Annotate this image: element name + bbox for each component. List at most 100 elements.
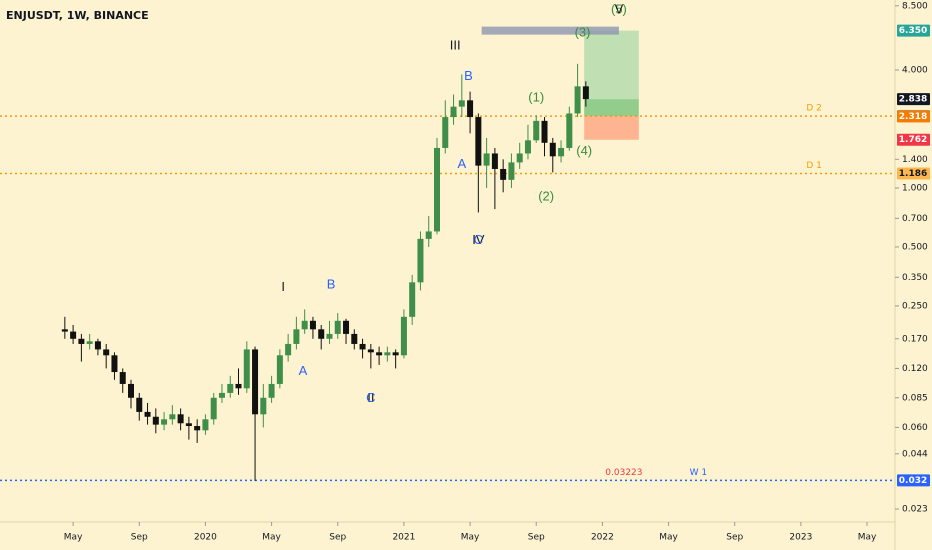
candle-body: [500, 168, 507, 180]
candle-body: [508, 162, 515, 180]
candle-body: [467, 100, 474, 118]
level-label: D 2: [806, 104, 822, 114]
candle-body: [549, 142, 556, 157]
y-tick-label: 0.085: [902, 393, 928, 403]
y-tick-label: 1.000: [902, 183, 928, 193]
candle-body: [86, 341, 93, 344]
candle-body: [475, 117, 482, 166]
x-tick-label: 2023: [789, 533, 812, 543]
candle-body: [334, 320, 341, 334]
chart-title: ENJUSDT, 1W, BINANCE: [6, 9, 149, 22]
candle-body: [210, 397, 217, 420]
price-badge-label: 0.032: [899, 476, 927, 486]
candle-body: [582, 86, 589, 100]
candle-body: [409, 282, 416, 317]
candle-body: [161, 419, 168, 425]
candle-body: [202, 419, 209, 431]
wave-label: (5): [611, 1, 627, 16]
candle-body: [136, 397, 143, 412]
y-tick-label: 8.500: [902, 1, 928, 11]
candle-body: [268, 383, 275, 398]
candle-body: [376, 352, 383, 356]
wave-label: (4): [576, 143, 592, 158]
profit-zone: [584, 99, 639, 117]
candle-body: [392, 352, 399, 356]
candle-body: [78, 338, 85, 344]
candle-body: [127, 383, 134, 398]
price-badge: [897, 167, 930, 180]
candle-body: [450, 106, 457, 118]
candle-body: [343, 320, 350, 334]
candle-body: [541, 120, 548, 143]
wave-label: A: [299, 363, 308, 378]
candle-body: [458, 100, 465, 107]
candle-body: [235, 383, 242, 389]
candle-body: [276, 355, 283, 384]
candle-body: [152, 416, 159, 425]
y-tick-label: 0.250: [902, 301, 928, 311]
y-tick-label: 0.044: [902, 449, 928, 459]
x-tick-label: May: [64, 533, 83, 543]
candle-body: [433, 147, 440, 232]
wave-label: II: [367, 390, 374, 405]
wave-label: V: [615, 1, 624, 16]
candle-body: [417, 238, 424, 283]
stop-zone: [584, 116, 639, 140]
x-tick-label: May: [858, 533, 877, 543]
x-tick-label: Sep: [528, 533, 545, 543]
x-tick-label: May: [262, 533, 281, 543]
level-value-label: 0.03223: [605, 468, 642, 478]
candle-body: [194, 426, 201, 431]
y-tick-label: 0.023: [902, 505, 928, 515]
y-tick-label: 1.400: [902, 155, 928, 165]
candle-body: [516, 153, 523, 163]
wave-label: B: [464, 68, 473, 83]
candle-body: [367, 349, 374, 353]
candle-body: [533, 120, 540, 141]
x-tick-label: 2022: [591, 533, 614, 543]
candle-body: [243, 349, 250, 389]
target-bar: [481, 26, 619, 35]
candle-body: [491, 153, 498, 169]
price-badge-label: 2.838: [899, 95, 927, 105]
y-tick-label: 0.500: [902, 242, 928, 252]
candle-body: [94, 341, 101, 350]
y-tick-label: 0.700: [902, 214, 928, 224]
candle-body: [227, 383, 234, 393]
price-badge: [897, 133, 930, 146]
wave-label: B: [327, 276, 336, 291]
wave-label: (2): [538, 188, 554, 203]
candle-body: [119, 372, 126, 384]
candle-body: [442, 117, 449, 148]
candle-body: [425, 231, 432, 239]
price-badge-label: 2.318: [899, 112, 927, 122]
wave-label: I: [281, 279, 285, 294]
x-tick-label: May: [659, 533, 678, 543]
candle-body: [301, 320, 308, 330]
candle-body: [309, 320, 316, 330]
candle-body: [483, 153, 490, 166]
price-badge: [897, 474, 930, 487]
candle-body: [574, 86, 581, 114]
candle-body: [285, 343, 292, 356]
wave-label: III: [450, 37, 461, 52]
wave-label: IV: [472, 232, 485, 247]
wave-label: (3): [575, 24, 591, 39]
price-badge: [897, 110, 930, 123]
y-tick-label: 0.120: [902, 364, 928, 374]
candle-body: [111, 355, 118, 373]
x-tick-label: Sep: [726, 533, 743, 543]
candle-body: [252, 349, 259, 415]
candle-body: [185, 423, 192, 427]
candle-body: [144, 411, 151, 417]
candle-body: [103, 349, 110, 356]
candle-body: [351, 333, 358, 344]
price-badge: [897, 24, 930, 37]
candle-body: [400, 316, 407, 356]
level-label: W 1: [690, 468, 708, 478]
candle-body: [359, 343, 366, 350]
y-tick-label: 4.000: [902, 65, 928, 75]
x-tick-label: May: [461, 533, 480, 543]
